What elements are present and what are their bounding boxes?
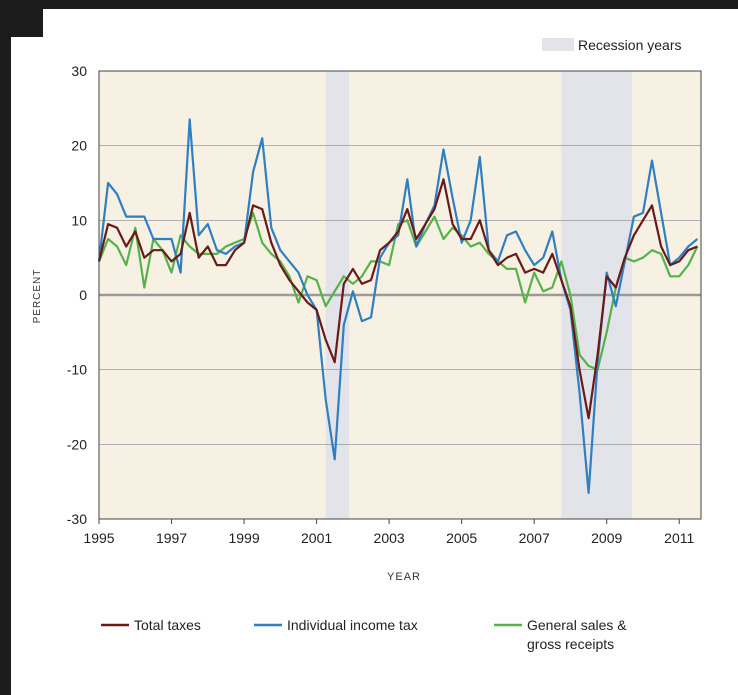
y-tick-label: 10 [71, 212, 87, 228]
x-tick-label: 2001 [301, 530, 332, 546]
legend-label-general-sales: General sales & [527, 617, 627, 633]
legend-label-total-taxes: Total taxes [134, 617, 201, 633]
y-tick-label: -20 [67, 436, 87, 452]
recession-legend-label: Recession years [578, 37, 682, 53]
series-line-total-taxes [97, 178, 698, 420]
plot-area [97, 70, 701, 520]
y-tick-label: -30 [67, 511, 87, 527]
x-tick-label: 2011 [664, 530, 694, 546]
x-tick-label: 2009 [591, 530, 622, 546]
axes: PERCENT YEAR 30 20 10 0 -10 -20 -30 1995 1997 199… [32, 63, 702, 583]
legend-label-individual-income-tax: Individual income tax [287, 617, 418, 633]
x-tick-label: 2003 [374, 530, 405, 546]
x-tick-label: 1999 [228, 530, 259, 546]
y-tick-label: -10 [67, 362, 87, 378]
y-tick-label: 30 [71, 63, 87, 79]
recession-legend: Recession years [542, 37, 682, 53]
recession-legend-swatch [542, 38, 574, 51]
y-tick-label: 20 [71, 138, 87, 154]
frame-left-border [0, 0, 11, 695]
y-tick-label: 0 [79, 287, 87, 303]
series-legend: Total taxes Individual income tax Genera… [101, 617, 627, 652]
y-axis-label: PERCENT [32, 269, 43, 324]
plot-border [98, 70, 702, 520]
x-tick-label: 2007 [519, 530, 550, 546]
x-axis-label: YEAR [387, 571, 421, 583]
x-tick-label: 1995 [83, 530, 114, 546]
frame-top-border [0, 0, 738, 9]
x-tick-label: 1997 [156, 530, 187, 546]
x-tick-label: 2005 [446, 530, 477, 546]
legend-label-gross-receipts: gross receipts [527, 636, 614, 652]
corner-block [11, 9, 43, 37]
